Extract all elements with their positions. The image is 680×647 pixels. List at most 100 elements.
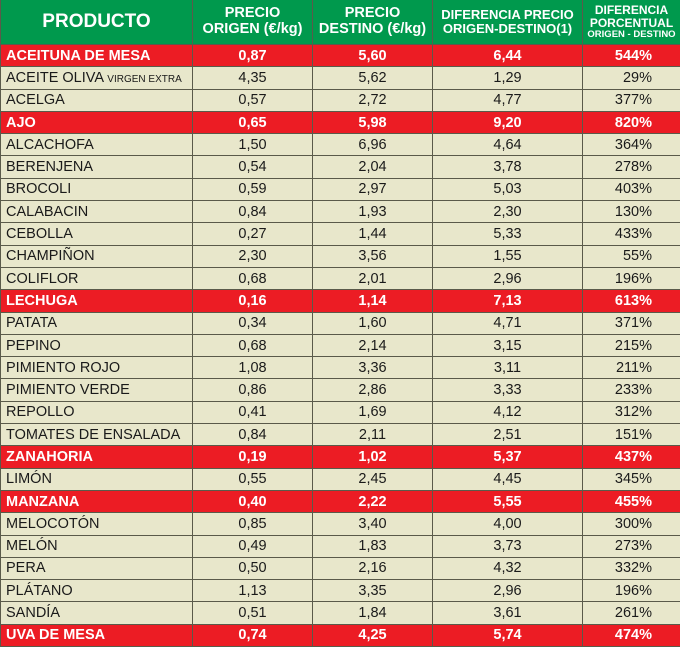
diferencia-porcentual-text: 273% xyxy=(614,538,652,555)
diferencia-porcentual: 261% xyxy=(582,601,680,625)
precio-origen: 0,85 xyxy=(192,512,313,536)
precio-destino: 2,22 xyxy=(312,489,433,514)
precio-origen-text: 0,84 xyxy=(238,203,267,220)
table-row: CALABACIN 0,84 1,93 2,30 130% xyxy=(0,200,680,224)
product-name-text: ALCACHOFA xyxy=(6,136,94,153)
precio-destino: 2,04 xyxy=(312,155,433,179)
diferencia-precio-text: 3,73 xyxy=(493,538,522,555)
diferencia-precio: 4,77 xyxy=(432,88,583,112)
diferencia-precio-text: 2,96 xyxy=(493,270,522,287)
precio-destino-text: 5,60 xyxy=(358,47,387,64)
diferencia-precio: 3,78 xyxy=(432,155,583,179)
diferencia-porcentual: 55% xyxy=(582,244,680,268)
precio-destino-text: 2,11 xyxy=(358,426,387,443)
precio-destino: 2,72 xyxy=(312,88,433,112)
precio-destino: 2,01 xyxy=(312,266,433,291)
product-name: MELÓN xyxy=(0,534,193,558)
header-line: DESTINO (€/kg) xyxy=(318,21,427,37)
diferencia-porcentual: 345% xyxy=(582,467,680,491)
precio-origen: 0,68 xyxy=(192,266,313,291)
diferencia-porcentual: 437% xyxy=(582,445,680,469)
precio-origen: 0,87 xyxy=(192,43,313,68)
diferencia-precio-text: 4,77 xyxy=(493,92,522,109)
diferencia-porcentual: 215% xyxy=(582,333,680,358)
product-name-text: BERENJENA xyxy=(6,159,94,176)
product-name-text: SANDÍA xyxy=(6,605,60,622)
precio-destino: 3,35 xyxy=(312,579,433,603)
precio-destino: 1,93 xyxy=(312,200,433,224)
diferencia-precio-text: 7,13 xyxy=(493,292,522,309)
diferencia-porcentual-text: 613% xyxy=(614,292,652,309)
precio-destino: 3,40 xyxy=(312,512,433,536)
diferencia-precio: 1,55 xyxy=(432,244,583,268)
precio-origen-text: 0,41 xyxy=(238,404,267,421)
precio-origen-text: 2,30 xyxy=(238,248,267,265)
diferencia-porcentual-text: 196% xyxy=(614,582,652,599)
precio-destino: 2,16 xyxy=(312,556,433,581)
precio-destino-text: 2,97 xyxy=(358,181,387,198)
diferencia-porcentual: 273% xyxy=(582,534,680,558)
diferencia-porcentual: 364% xyxy=(582,133,680,157)
precio-destino-text: 2,14 xyxy=(358,337,387,354)
precio-origen-text: 0,57 xyxy=(238,92,267,109)
product-name: ALCACHOFA xyxy=(0,133,193,157)
diferencia-porcentual: 820% xyxy=(582,110,680,135)
product-name: CALABACIN xyxy=(0,200,193,224)
precio-destino: 2,45 xyxy=(312,467,433,491)
diferencia-precio-text: 6,44 xyxy=(493,47,522,64)
precio-destino-text: 3,56 xyxy=(358,248,387,265)
product-name: TOMATES DE ENSALADA xyxy=(0,423,193,447)
diferencia-precio: 3,73 xyxy=(432,534,583,558)
precio-destino: 4,25 xyxy=(312,623,433,647)
diferencia-porcentual-text: 332% xyxy=(614,560,652,577)
table-row: CHAMPIÑON 2,30 3,56 1,55 55% xyxy=(0,244,680,268)
precio-destino: 2,11 xyxy=(312,423,433,447)
product-name-text: LIMÓN xyxy=(6,471,52,488)
product-name: COLIFLOR xyxy=(0,266,193,291)
diferencia-precio: 1,29 xyxy=(432,66,583,90)
diferencia-precio-text: 5,03 xyxy=(493,181,522,198)
precio-origen-text: 0,51 xyxy=(238,605,267,622)
precio-origen-text: 0,74 xyxy=(238,627,267,644)
diferencia-porcentual: 312% xyxy=(582,400,680,425)
product-name: LIMÓN xyxy=(0,467,193,491)
diferencia-precio: 2,96 xyxy=(432,266,583,291)
header-line: DIFERENCIA PRECIO xyxy=(441,6,574,22)
diferencia-precio: 5,55 xyxy=(432,489,583,514)
precio-origen-text: 0,68 xyxy=(238,270,267,287)
precio-origen-text: 1,13 xyxy=(238,582,267,599)
diferencia-precio: 3,33 xyxy=(432,378,583,402)
product-name-text: UVA DE MESA xyxy=(6,627,106,644)
diferencia-porcentual-text: 130% xyxy=(614,203,652,220)
table-row: PIMIENTO ROJO 1,08 3,36 3,11 211% xyxy=(0,356,680,380)
precio-origen: 0,41 xyxy=(192,400,313,425)
table-row-highlighted: ZANAHORIA 0,19 1,02 5,37 437% xyxy=(0,445,680,469)
table-row-highlighted: LECHUGA 0,16 1,14 7,13 613% xyxy=(0,289,680,313)
product-name-text: ACELGA xyxy=(6,92,65,109)
product-name-text: CALABACIN xyxy=(6,203,89,220)
precio-destino: 1,14 xyxy=(312,289,433,313)
diferencia-porcentual-text: 437% xyxy=(614,448,652,465)
product-name-text: COLIFLOR xyxy=(6,270,79,287)
diferencia-precio-text: 5,74 xyxy=(493,627,522,644)
diferencia-porcentual: 455% xyxy=(582,489,680,514)
header-precio-origen: PRECIO ORIGEN (€/kg) xyxy=(192,0,313,45)
precio-destino-text: 1,14 xyxy=(358,292,387,309)
diferencia-precio-text: 4,32 xyxy=(493,560,522,577)
diferencia-porcentual: 544% xyxy=(582,43,680,68)
precio-origen-text: 0,84 xyxy=(238,426,267,443)
product-name-text: ZANAHORIA xyxy=(6,448,93,465)
precio-origen-text: 0,59 xyxy=(238,181,267,198)
header-diferencia-precio: DIFERENCIA PRECIO ORIGEN-DESTINO(1) xyxy=(432,0,583,45)
diferencia-precio: 4,32 xyxy=(432,556,583,581)
diferencia-porcentual: 151% xyxy=(582,423,680,447)
diferencia-precio-text: 1,55 xyxy=(493,248,522,265)
precio-origen-text: 4,35 xyxy=(238,69,267,86)
diferencia-precio: 4,45 xyxy=(432,467,583,491)
product-name: PEPINO xyxy=(0,333,193,358)
table-row: MELOCOTÓN 0,85 3,40 4,00 300% xyxy=(0,512,680,536)
product-name-text: MANZANA xyxy=(6,493,80,510)
precio-origen-text: 0,87 xyxy=(238,47,267,64)
diferencia-porcentual: 130% xyxy=(582,200,680,224)
diferencia-porcentual-text: 215% xyxy=(614,337,652,354)
